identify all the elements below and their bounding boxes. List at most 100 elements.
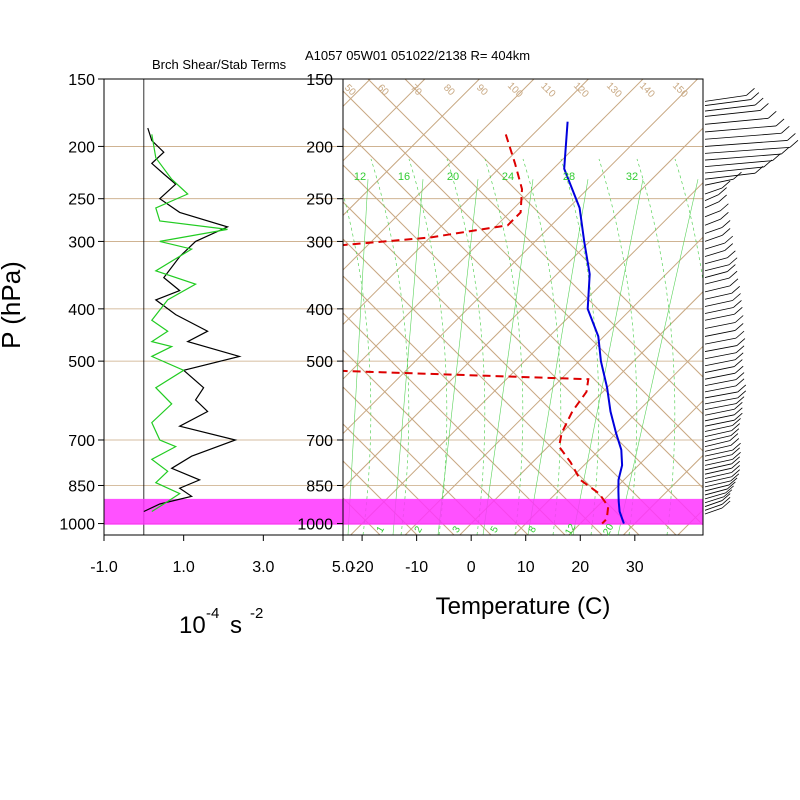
left-highlight-band [104, 498, 343, 525]
right-x-tick-label: 20 [571, 559, 589, 576]
wind-barb-feather [724, 235, 734, 244]
mixing-ratio-label: 16 [398, 171, 410, 183]
wind-barb-shaft [704, 476, 732, 484]
dry-adiabat-line [343, 349, 529, 535]
wind-barb-shaft [704, 458, 733, 466]
isotherm-line [343, 79, 426, 162]
wind-barb-feather [721, 497, 731, 505]
wind-barb-feather [763, 159, 773, 168]
wind-barb-feather [721, 493, 731, 501]
right-x-tick-label: -20 [351, 559, 374, 576]
axes-frames [98, 78, 704, 541]
wind-barb-shaft [704, 300, 733, 307]
wind-barb-shaft [704, 187, 723, 195]
wind-barb-shaft [704, 178, 734, 186]
mixing-ratio-line [617, 179, 699, 535]
wind-barb-feather [731, 285, 740, 294]
right-y-tick-label: 700 [306, 433, 333, 450]
isotherm-line [0, 79, 207, 535]
wind-barb-shaft [704, 463, 732, 471]
wind-barb-shaft [704, 414, 735, 422]
right-y-tick-label: 200 [306, 139, 333, 156]
wind-barb-feather [737, 390, 747, 399]
right-x-tick-label: -10 [405, 559, 428, 576]
dry-adiabat-line [343, 460, 418, 535]
left-x-axis-label-unit: s [230, 612, 242, 639]
wind-barb-feather [732, 293, 741, 301]
isotherm-line [343, 79, 535, 271]
wind-barb-shaft [704, 480, 731, 488]
dry-adiabat-label: 110 [538, 81, 557, 100]
wind-barb-feather [734, 407, 743, 416]
wind-barb-feather [718, 194, 727, 203]
wind-barb-feather [775, 118, 785, 127]
dry-adiabat-label: 50 [342, 82, 358, 98]
right-x-tick-label: 0 [467, 559, 476, 576]
right-x-tick-label: 10 [517, 559, 535, 576]
wind-barb-feather [767, 111, 777, 119]
moist-adiabat-line [560, 158, 600, 535]
moist-adiabat-line [408, 158, 448, 535]
moist-adiabat-label: 2 [413, 524, 426, 535]
wind-barb-feather [734, 306, 743, 315]
wind-barb-feather [750, 92, 760, 100]
shear-term-line [143, 127, 242, 513]
wind-barb-shaft [704, 257, 728, 265]
mixing-ratio-line [482, 179, 534, 535]
left-y-tick-label: 300 [68, 234, 95, 251]
wind-barb-feather [732, 442, 741, 451]
dry-adiabat-label: 90 [474, 82, 490, 98]
wind-barb-feather [731, 423, 740, 431]
wind-barb-feather [735, 396, 745, 404]
wind-barb-feather [734, 401, 743, 410]
dry-adiabat-label: 140 [637, 80, 657, 100]
wind-barb-feather [734, 315, 744, 323]
mixing-ratio-line [437, 179, 479, 535]
wind-barb-shaft [704, 419, 735, 427]
right-y-tick-label: 150 [306, 72, 333, 89]
moist-adiabat-line [370, 158, 410, 535]
isotherm-line [343, 79, 480, 217]
left-x-tick-label: 5.0 [332, 559, 354, 576]
moist-adiabat-line [446, 158, 486, 535]
wind-barb-feather [730, 428, 740, 436]
wind-barb-shaft [704, 391, 738, 399]
wind-barb-shaft [704, 285, 731, 293]
dry-adiabat-line [343, 127, 703, 489]
temperature-profile-line [563, 121, 625, 524]
dry-adiabat-label: 130 [604, 80, 624, 100]
isotherm-line [459, 291, 703, 535]
isotherm-line [350, 181, 703, 535]
mixing-ratio-line [527, 179, 589, 535]
wind-barb-shaft [704, 194, 719, 201]
dry-adiabat-line [404, 79, 703, 378]
mixing-ratio-label: 32 [626, 171, 638, 183]
wind-barb-shaft [704, 372, 736, 380]
dry-adiabat-line [343, 238, 640, 535]
left-y-tick-label: 400 [68, 302, 95, 319]
wind-barb-shaft [704, 503, 723, 511]
wind-barb-shaft [704, 125, 777, 133]
left-x-axis-label: 10 -4 s -2 [179, 605, 263, 639]
wind-barb-feather [727, 481, 736, 490]
wind-barb-feather [731, 460, 740, 469]
dry-adiabat-label: 150 [670, 80, 690, 100]
wind-barb-feather [723, 489, 733, 498]
wind-barb-shaft [704, 227, 723, 234]
mixing-ratio-line [392, 179, 424, 535]
wind-barb-shaft [704, 307, 734, 314]
mixing-ratio-label: 28 [563, 171, 575, 183]
left-panel-grid [104, 79, 343, 535]
wind-barb-feather [731, 447, 740, 456]
wind-barb-feather [734, 412, 743, 421]
left-y-tick-label: 150 [68, 72, 95, 89]
wind-barb-feather [736, 338, 746, 346]
wind-barb-shaft [704, 271, 728, 278]
wind-barb-shaft [704, 264, 730, 272]
wind-barb-shaft [704, 132, 782, 140]
wind-barb-feather [724, 243, 734, 251]
dry-adiabat-label: 80 [441, 82, 457, 98]
wind-barb-shaft [704, 366, 735, 373]
wind-barb-shaft [704, 488, 728, 496]
left-x-tick-label: 1.0 [173, 559, 195, 576]
